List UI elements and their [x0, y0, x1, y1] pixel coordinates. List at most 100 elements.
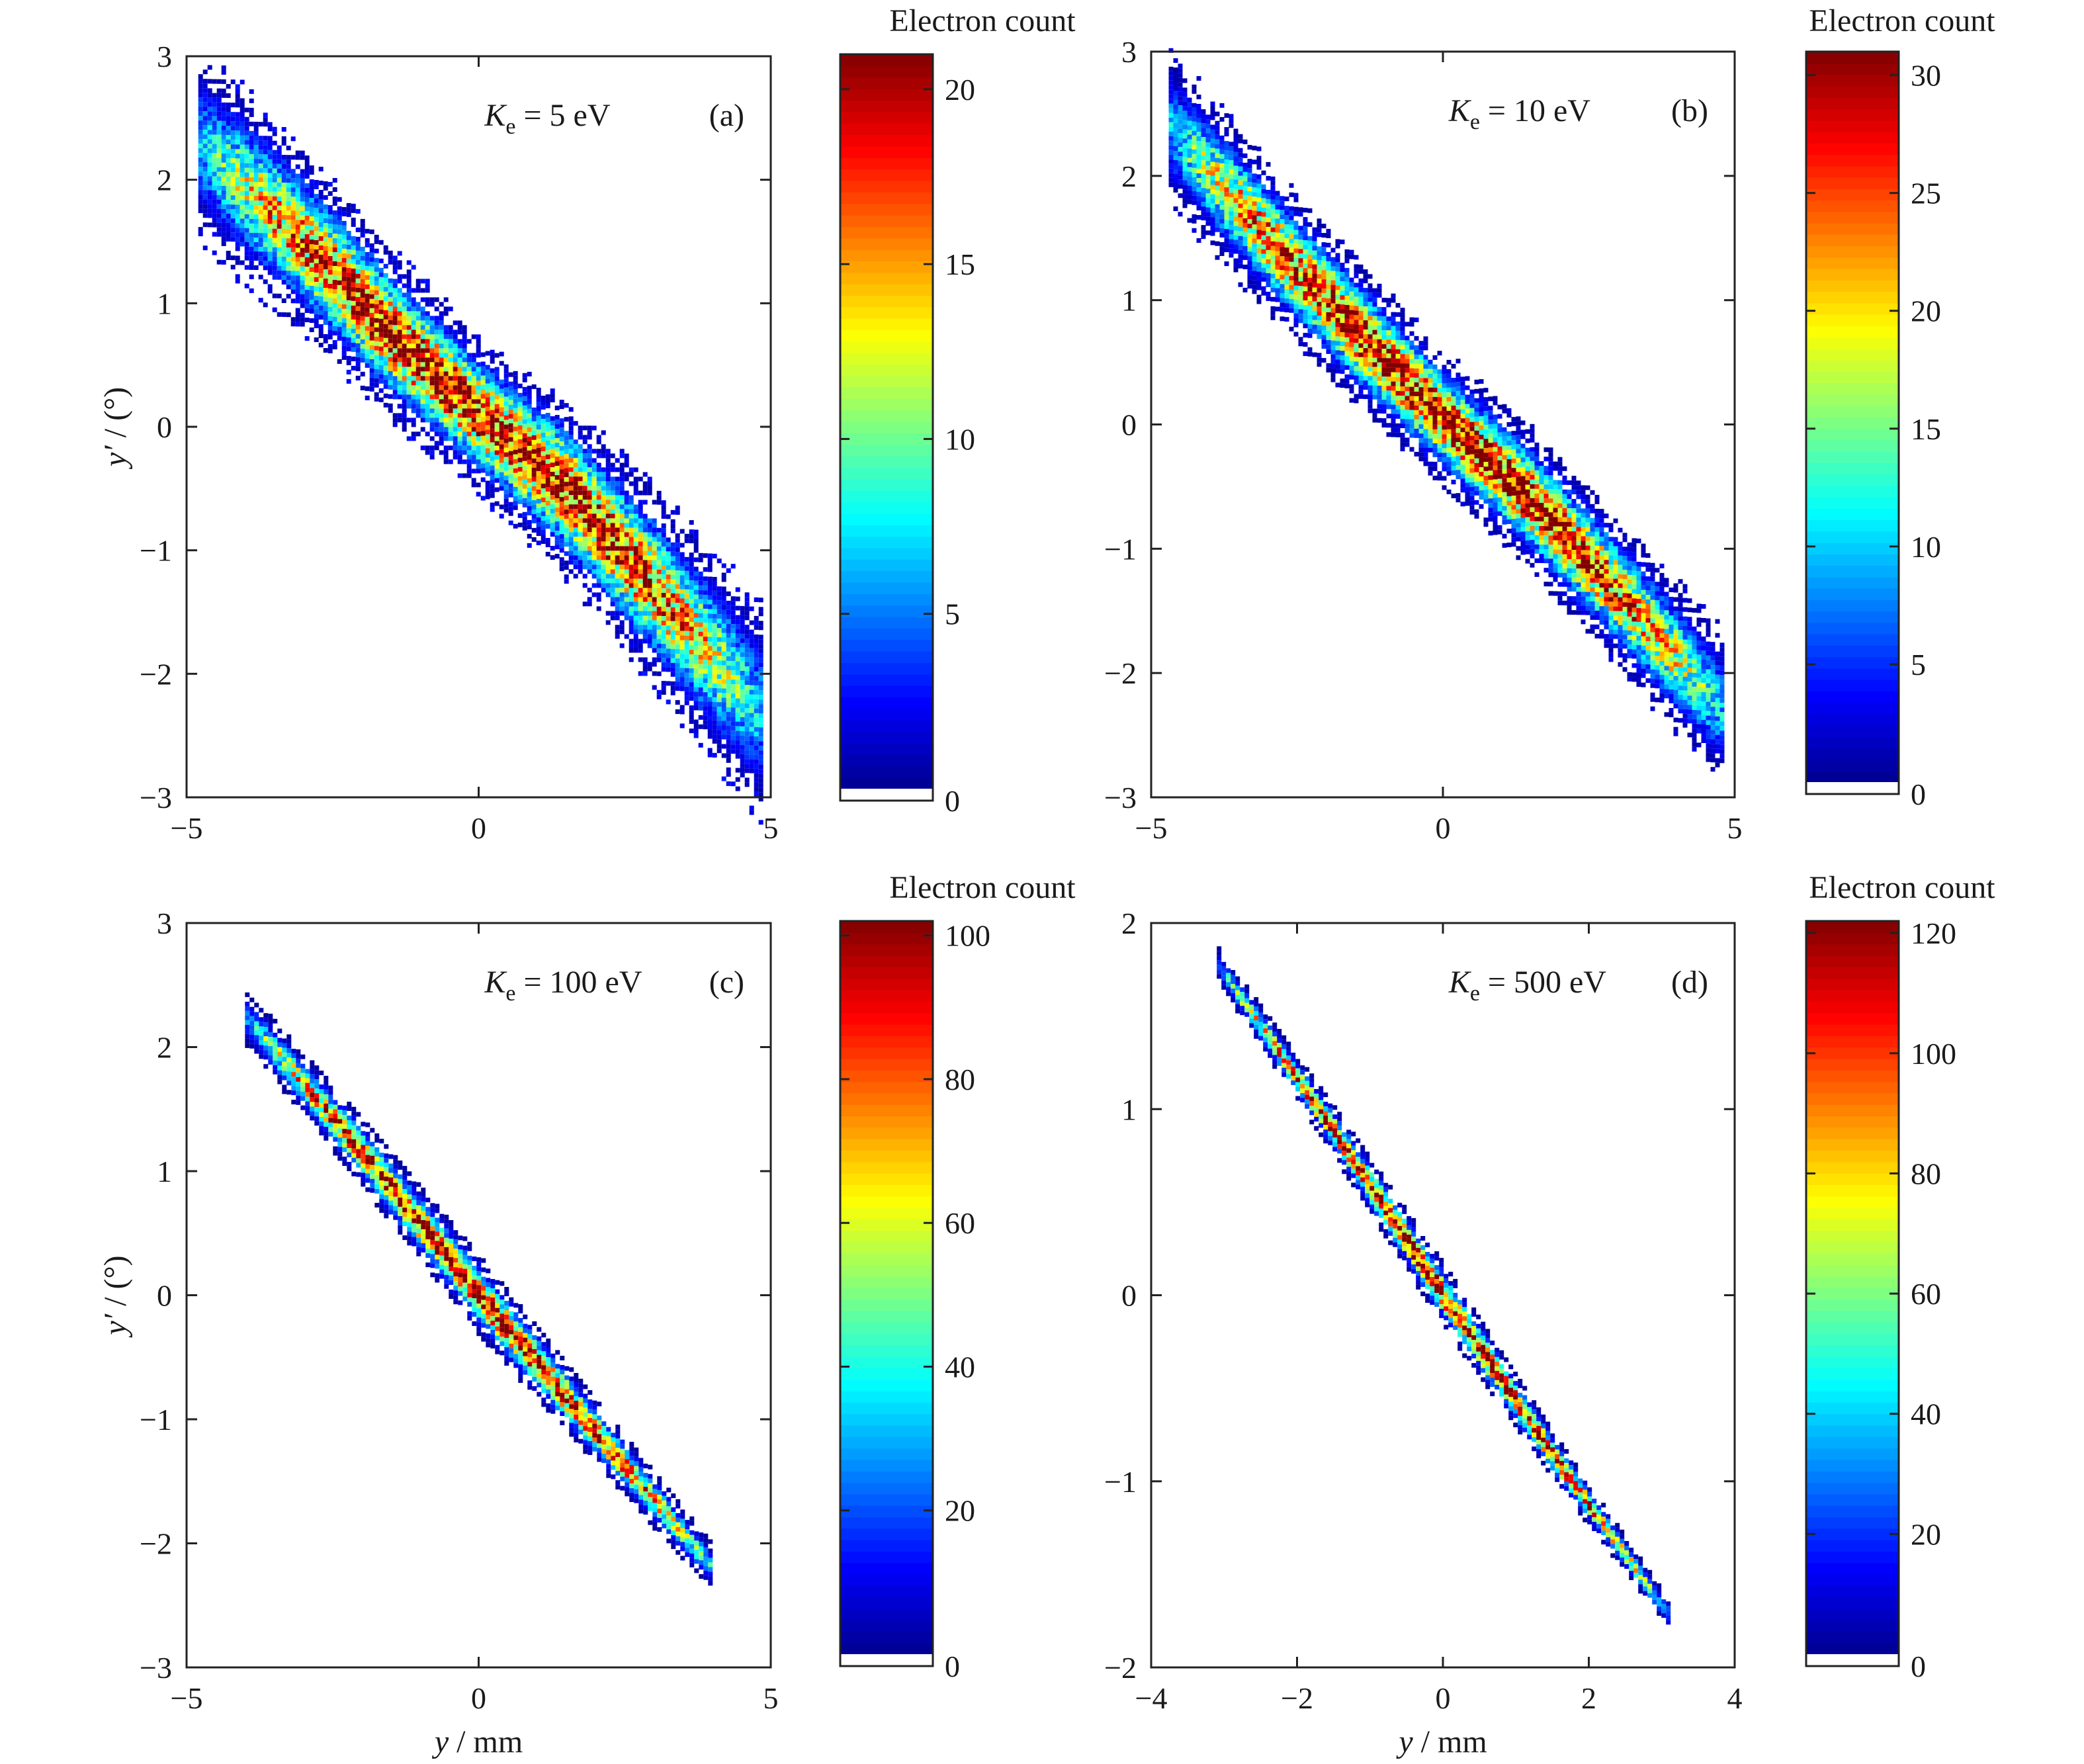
heat-cell — [351, 314, 356, 320]
heat-cell — [494, 408, 499, 414]
heat-cell — [1178, 105, 1183, 110]
heat-cell — [397, 334, 402, 339]
heat-cell — [624, 527, 629, 533]
heat-cell — [355, 361, 361, 367]
heat-cell — [392, 320, 398, 326]
heat-cell — [476, 339, 481, 344]
heat-cell — [411, 390, 416, 395]
heat-cell — [476, 431, 481, 437]
heat-cell — [1215, 208, 1220, 214]
heat-cell — [675, 640, 680, 645]
heat-cell — [554, 517, 560, 522]
heat-cell — [652, 601, 657, 607]
heat-cell — [527, 385, 532, 390]
heat-cell — [503, 475, 509, 480]
heat-cell — [726, 693, 731, 698]
heat-cell — [670, 523, 675, 529]
heat-cell — [397, 306, 402, 312]
heat-cell — [656, 564, 662, 570]
heat-cell — [235, 149, 240, 154]
heat-cell — [564, 440, 569, 445]
heat-cell — [647, 532, 652, 537]
heat-cell — [490, 451, 495, 457]
heat-cell — [642, 532, 648, 537]
heat-cell — [568, 537, 574, 542]
heat-cell — [633, 648, 638, 653]
heat-cell — [471, 404, 476, 409]
heat-cell — [582, 476, 587, 482]
heat-cell — [629, 467, 634, 472]
heat-cell — [707, 558, 713, 563]
heat-cell — [383, 319, 388, 324]
heat-cell — [661, 565, 666, 570]
heat-cell — [323, 306, 328, 311]
heat-cell — [207, 88, 212, 93]
heat-cell — [610, 588, 615, 593]
heat-cell — [406, 316, 412, 321]
heat-cell — [272, 196, 277, 201]
heat-cell — [1307, 240, 1313, 245]
heat-cell — [267, 191, 273, 197]
heat-cell — [721, 623, 726, 629]
heat-cell — [684, 594, 689, 599]
heat-cell — [443, 422, 449, 427]
heat-cell — [1293, 308, 1299, 314]
heat-cell — [1229, 211, 1234, 216]
heat-cell — [522, 391, 527, 396]
heat-cell — [290, 173, 296, 179]
heat-cell — [369, 308, 374, 313]
heat-cell — [388, 324, 393, 330]
heat-cell — [207, 93, 212, 98]
heat-cell — [647, 662, 652, 667]
heat-cell — [1289, 289, 1294, 294]
heat-cell — [383, 314, 388, 320]
heat-cell — [327, 219, 333, 224]
heat-cell — [707, 613, 713, 619]
heat-cell — [309, 318, 314, 323]
heat-cell — [740, 726, 745, 731]
heat-cell — [749, 754, 754, 760]
heat-cell — [383, 351, 388, 357]
heat-cell — [531, 453, 537, 459]
heat-cell — [485, 406, 490, 412]
heat-cell — [730, 633, 736, 639]
heat-cell — [573, 518, 578, 523]
heat-cell — [263, 140, 268, 146]
heat-cell — [513, 371, 518, 376]
heat-cell — [573, 532, 578, 537]
heat-cell — [490, 410, 495, 415]
heat-cell — [1298, 249, 1303, 254]
heat-cell — [568, 509, 574, 514]
heat-cell — [304, 318, 310, 322]
heat-cell — [304, 308, 310, 313]
heat-cell — [666, 667, 671, 672]
heat-cell — [439, 330, 444, 335]
heat-cell — [679, 640, 685, 645]
heat-cell — [503, 507, 509, 513]
heat-cell — [503, 392, 509, 397]
heat-cell — [559, 483, 564, 488]
heat-cell — [406, 348, 412, 353]
heat-cell — [693, 566, 699, 572]
heat-cell — [656, 652, 662, 658]
heat-cell — [378, 258, 384, 263]
heat-cell — [443, 408, 449, 414]
heat-cell — [267, 233, 273, 238]
heat-cell — [327, 256, 333, 261]
heat-cell — [554, 507, 560, 513]
heat-cell — [670, 528, 675, 533]
heat-cell — [550, 416, 555, 421]
heat-cell — [726, 605, 731, 610]
heat-cell — [355, 296, 361, 302]
heat-cell — [337, 308, 342, 313]
heat-cell — [448, 427, 453, 432]
heat-cell — [591, 555, 597, 560]
heat-cell — [666, 699, 671, 705]
heat-cell — [754, 643, 759, 648]
heat-cell — [754, 768, 759, 773]
heat-cell — [744, 699, 750, 704]
heat-cell — [314, 319, 319, 324]
heat-cell — [1266, 245, 1271, 250]
heat-cell — [402, 283, 407, 288]
heat-cell — [508, 395, 513, 400]
